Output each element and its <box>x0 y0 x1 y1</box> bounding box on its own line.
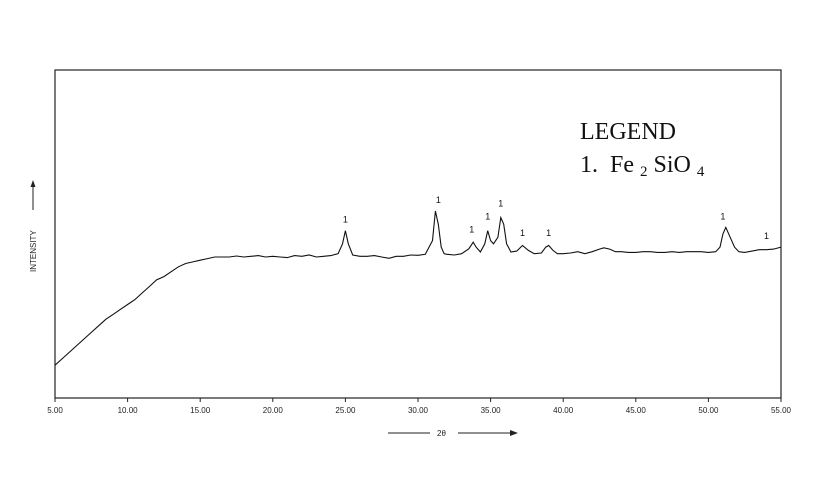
legend-entry: 1. Fe 2 SiO 4 <box>580 152 705 182</box>
legend-entry-number: 1. <box>580 152 598 178</box>
peak-label: 1 <box>498 198 503 208</box>
peak-label: 1 <box>436 195 441 205</box>
peak-label: 1 <box>520 228 525 238</box>
legend-entry-formula-part: SiO <box>654 152 691 178</box>
peak-label: 1 <box>546 228 551 238</box>
x-tick-label: 20.00 <box>263 406 284 415</box>
x-tick-label: 30.00 <box>408 406 429 415</box>
x-tick-label: 45.00 <box>626 406 647 415</box>
series-line <box>54 210 782 366</box>
legend-entry-formula-subscript: 4 <box>697 164 705 180</box>
y-axis-label: INTENSITY <box>29 230 38 272</box>
legend: LEGEND 1. Fe 2 SiO 4 <box>580 119 705 182</box>
peak-label: 1 <box>720 211 725 221</box>
x-tick-label: 15.00 <box>190 406 211 415</box>
x-tick-label: 10.00 <box>118 406 139 415</box>
x-tick-label: 40.00 <box>553 406 574 415</box>
x-axis-arrow-head <box>510 430 518 436</box>
x-axis-tick-labels: 5.00 10.00 15.00 20.00 25.00 30.00 35.00 40.00 4… <box>47 406 791 415</box>
peak-label: 1 <box>343 215 348 225</box>
y-axis-arrow-head <box>30 180 36 187</box>
x-axis-ticks <box>54 398 782 402</box>
x-tick-label: 25.00 <box>335 406 356 415</box>
x-axis-label: 2θ <box>437 429 446 438</box>
x-axis-label-group: 2θ <box>388 429 518 438</box>
x-tick-label: 55.00 <box>771 406 792 415</box>
peak-label: 1 <box>764 231 769 241</box>
legend-title: LEGEND <box>580 119 676 145</box>
x-tick-label: 35.00 <box>481 406 502 415</box>
legend-entry-formula-part: Fe <box>610 152 634 178</box>
x-tick-label: 50.00 <box>698 406 719 415</box>
x-tick-label: 5.00 <box>47 406 63 415</box>
peak-label: 1 <box>469 225 474 235</box>
peak-label: 1 <box>485 211 490 221</box>
legend-entry-formula-subscript: 2 <box>640 164 648 180</box>
y-axis-label-group: INTENSITY <box>29 180 38 272</box>
